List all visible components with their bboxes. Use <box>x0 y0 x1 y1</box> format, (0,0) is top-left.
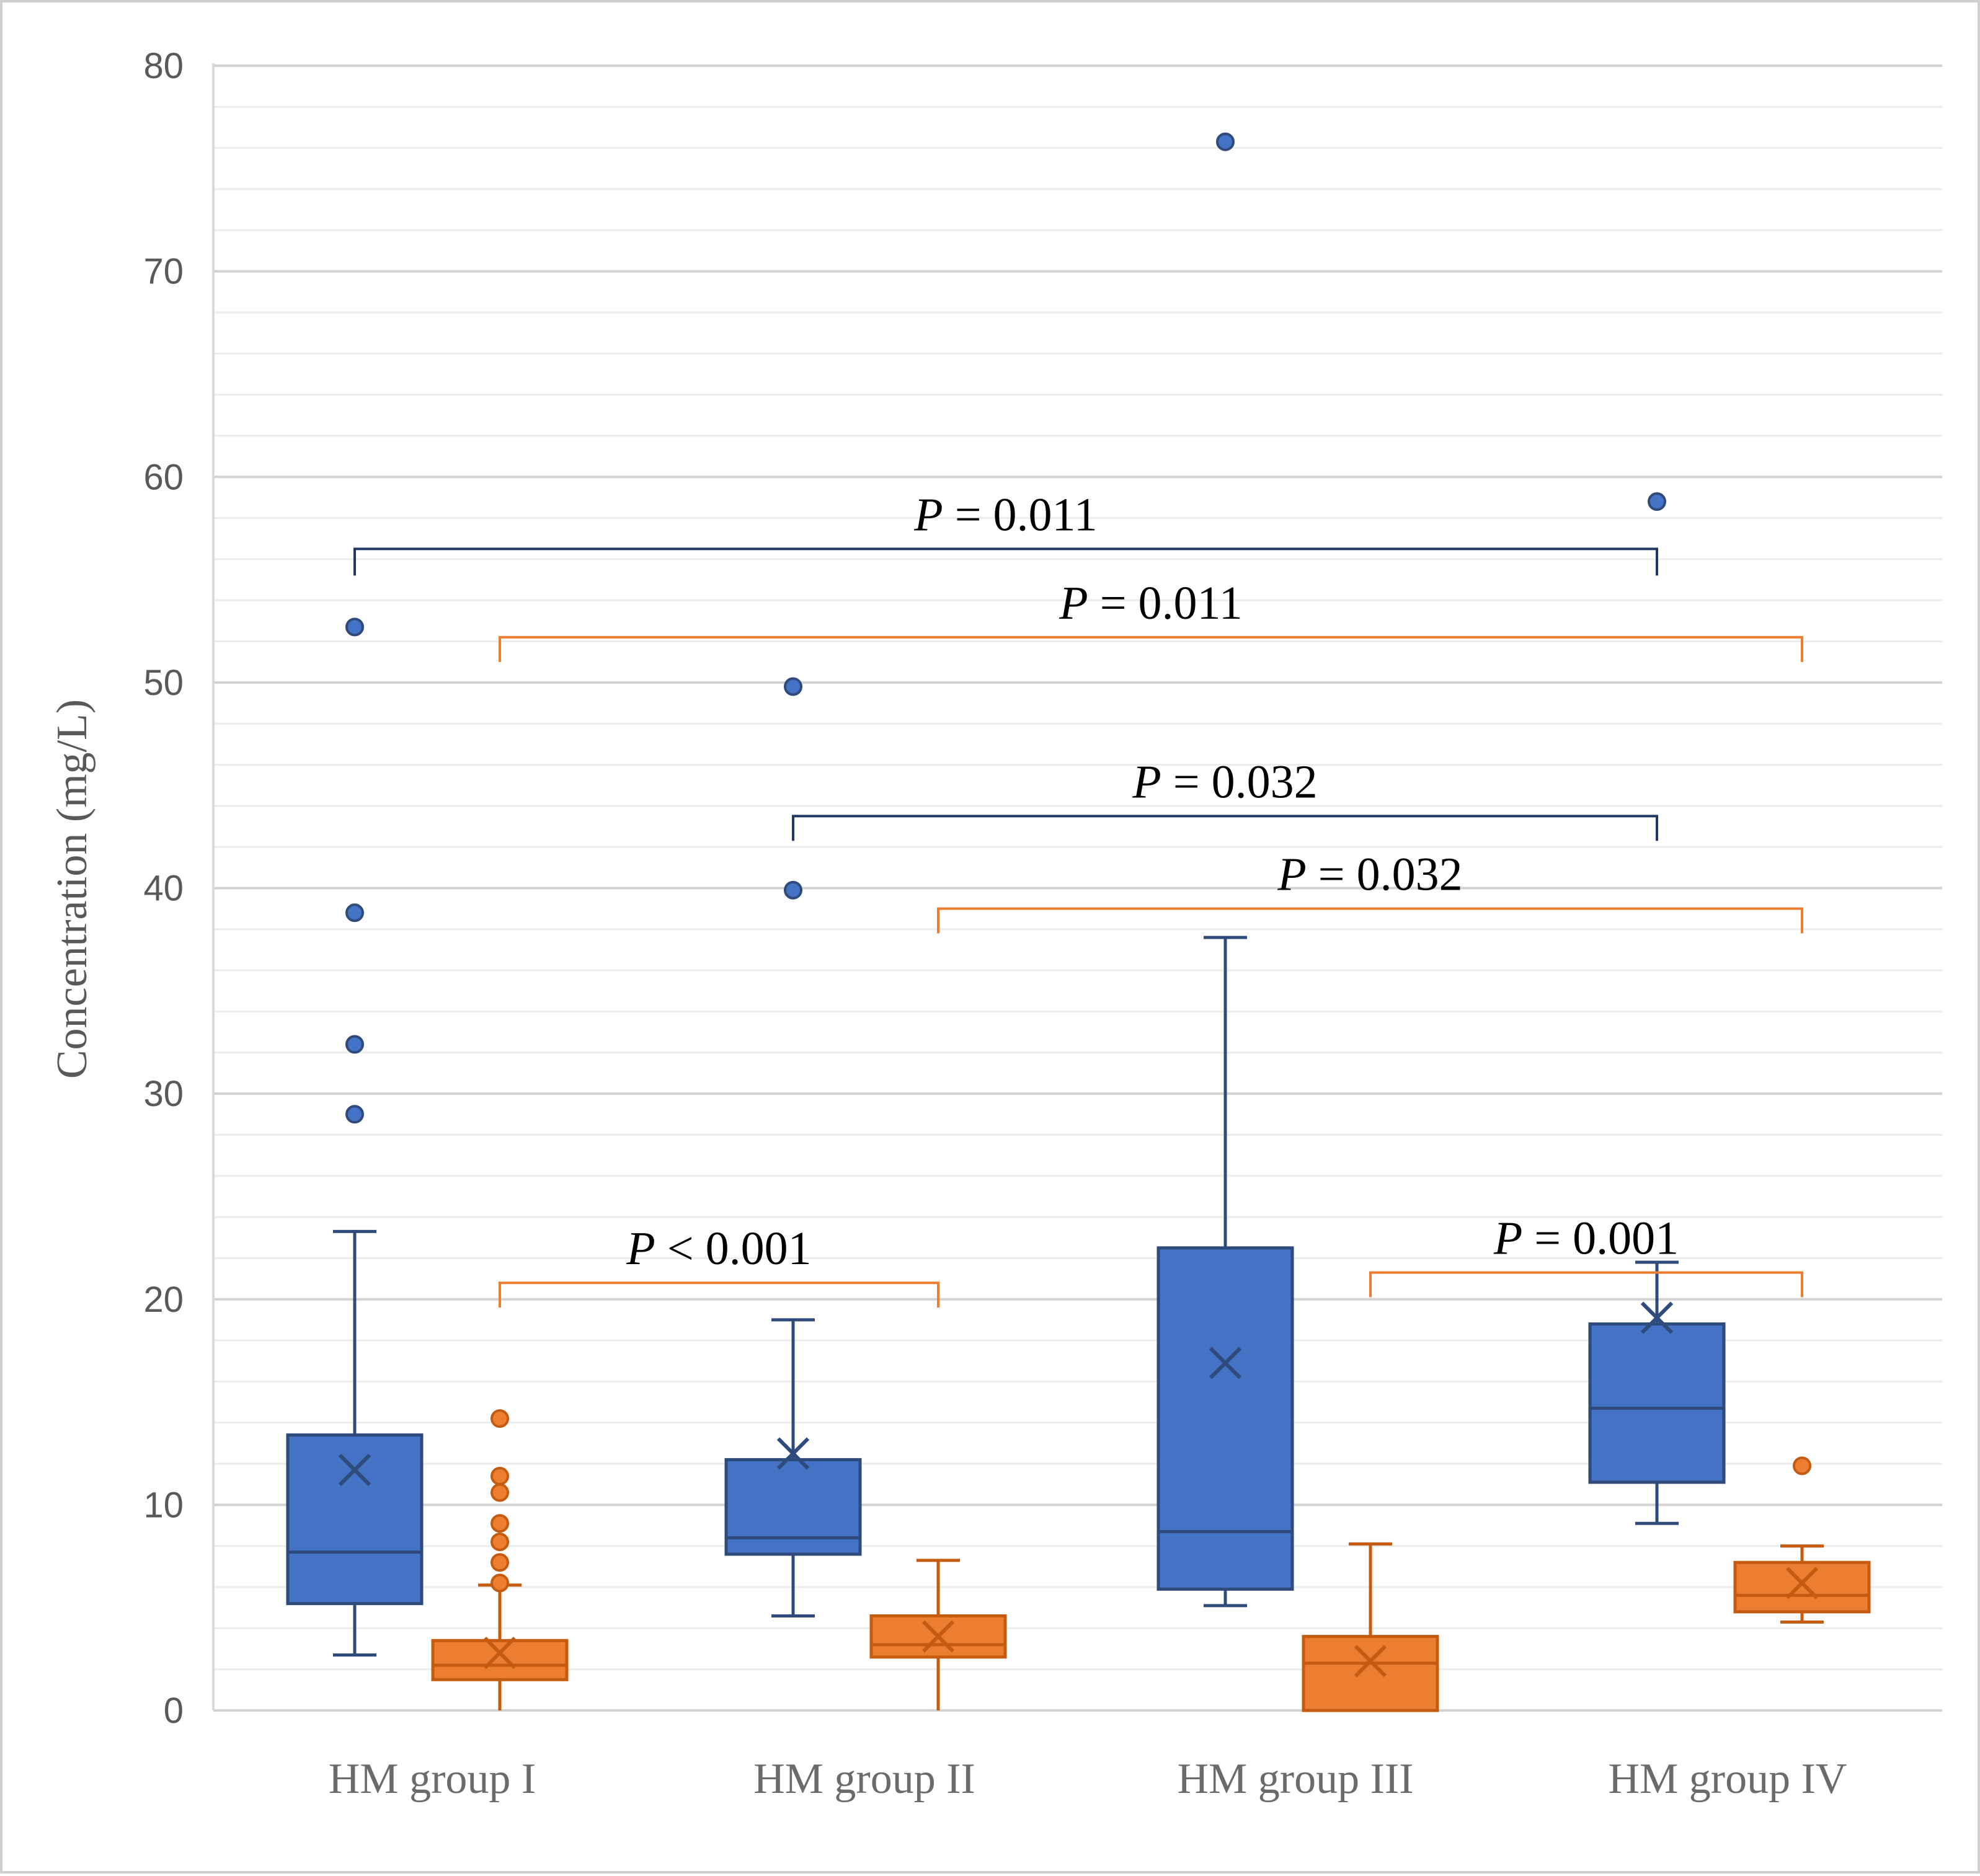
p-symbol: P <box>1493 1213 1522 1265</box>
p-value-label: P = 0.011 <box>1059 577 1242 629</box>
iqr-box <box>1156 1246 1294 1591</box>
y-tick-label: 10 <box>143 1485 184 1525</box>
y-tick-label: 50 <box>143 663 184 703</box>
outlier-point <box>491 1483 509 1502</box>
y-axis-title: Concentration (mg/L) <box>48 699 96 1079</box>
bracket-line <box>353 547 1658 576</box>
p-symbol: P <box>1277 849 1306 901</box>
outlier-point <box>784 677 802 696</box>
p-value-text: = 0.011 <box>943 489 1098 541</box>
x-category-label: HM group II <box>753 1755 975 1803</box>
bracket-line <box>792 815 1658 841</box>
p-value-text: < 0.001 <box>655 1223 812 1275</box>
iqr-box <box>1733 1560 1871 1614</box>
significance-bracket: P = 0.001 <box>1369 1213 1803 1298</box>
box-plot-blue <box>1588 492 1726 1525</box>
p-value-label: P = 0.032 <box>1132 756 1317 808</box>
y-tick-label: 0 <box>164 1691 184 1731</box>
bracket-line <box>499 635 1803 662</box>
p-value-text: = 0.032 <box>1161 756 1318 808</box>
bracket-line <box>1369 1271 1803 1298</box>
iqr-box <box>1302 1635 1439 1712</box>
y-tick-label: 40 <box>143 869 184 909</box>
box-plot-blue <box>1156 132 1294 1608</box>
box-plot-orange <box>1302 1542 1439 1712</box>
outlier-point <box>491 1553 509 1572</box>
significance-bracket: P = 0.032 <box>792 756 1658 841</box>
mean-marker <box>1785 1567 1819 1599</box>
p-value-text: = 0.011 <box>1088 577 1243 629</box>
iqr-box <box>1588 1322 1726 1484</box>
box-plot-blue <box>724 677 862 1617</box>
significance-bracket: P = 0.011 <box>353 489 1658 576</box>
mean-marker <box>483 1637 517 1670</box>
outlier-point <box>491 1573 509 1593</box>
iqr-box <box>724 1458 862 1556</box>
x-category-label: HM group I <box>329 1755 536 1803</box>
outlier-point <box>345 617 364 637</box>
p-value-label: P = 0.001 <box>1493 1213 1679 1265</box>
box-plot-orange <box>1733 1456 1871 1624</box>
y-tick-label: 60 <box>143 457 184 497</box>
box-plot-orange <box>431 1409 569 1710</box>
axis-layer: 0 10 20 30 40 50 60 70 80 HM group I HM group II HM… <box>143 46 1847 1803</box>
p-symbol: P <box>913 489 943 541</box>
box-plot-orange <box>869 1559 1007 1710</box>
outlier-point <box>1648 492 1666 511</box>
box-layer <box>286 132 1871 1712</box>
p-value-label: P = 0.011 <box>913 489 1097 541</box>
bracket-line <box>937 907 1803 934</box>
bracket-line <box>499 1281 939 1308</box>
mean-marker <box>1640 1301 1674 1334</box>
significance-bracket: P < 0.001 <box>499 1223 939 1308</box>
p-value-text: = 0.032 <box>1307 849 1463 901</box>
p-value-label: P = 0.032 <box>1277 849 1462 901</box>
iqr-box <box>286 1433 424 1606</box>
y-tick-label: 20 <box>143 1280 184 1320</box>
p-symbol: P <box>626 1223 655 1275</box>
outlier-point <box>1793 1456 1811 1476</box>
p-value-text: = 0.001 <box>1522 1213 1679 1265</box>
iqr-box <box>431 1639 569 1681</box>
x-category-label: HM group III <box>1177 1755 1413 1803</box>
outlier-point <box>345 1105 364 1124</box>
outlier-point <box>491 1514 509 1533</box>
mean-marker <box>776 1437 810 1470</box>
x-category-label: HM group IV <box>1609 1755 1847 1803</box>
outlier-point <box>491 1533 509 1552</box>
p-symbol: P <box>1059 577 1088 629</box>
p-symbol: P <box>1132 756 1161 808</box>
p-value-label: P < 0.001 <box>626 1223 811 1275</box>
outlier-point <box>491 1409 509 1428</box>
outlier-point <box>1216 132 1235 151</box>
outlier-point <box>491 1466 509 1485</box>
significance-bracket: P = 0.011 <box>499 577 1803 662</box>
outlier-point <box>345 1035 364 1054</box>
y-tick-label: 70 <box>143 252 184 292</box>
significance-bracket: P = 0.032 <box>937 849 1803 934</box>
outlier-point <box>784 880 802 900</box>
box-plot-blue <box>286 617 424 1657</box>
mean-marker <box>338 1453 371 1487</box>
mean-marker <box>921 1620 955 1653</box>
y-tick-label: 30 <box>143 1074 184 1114</box>
outlier-point <box>345 903 364 923</box>
mean-marker <box>1209 1347 1242 1379</box>
mean-marker <box>1354 1645 1387 1678</box>
y-tick-label: 80 <box>143 46 184 86</box>
